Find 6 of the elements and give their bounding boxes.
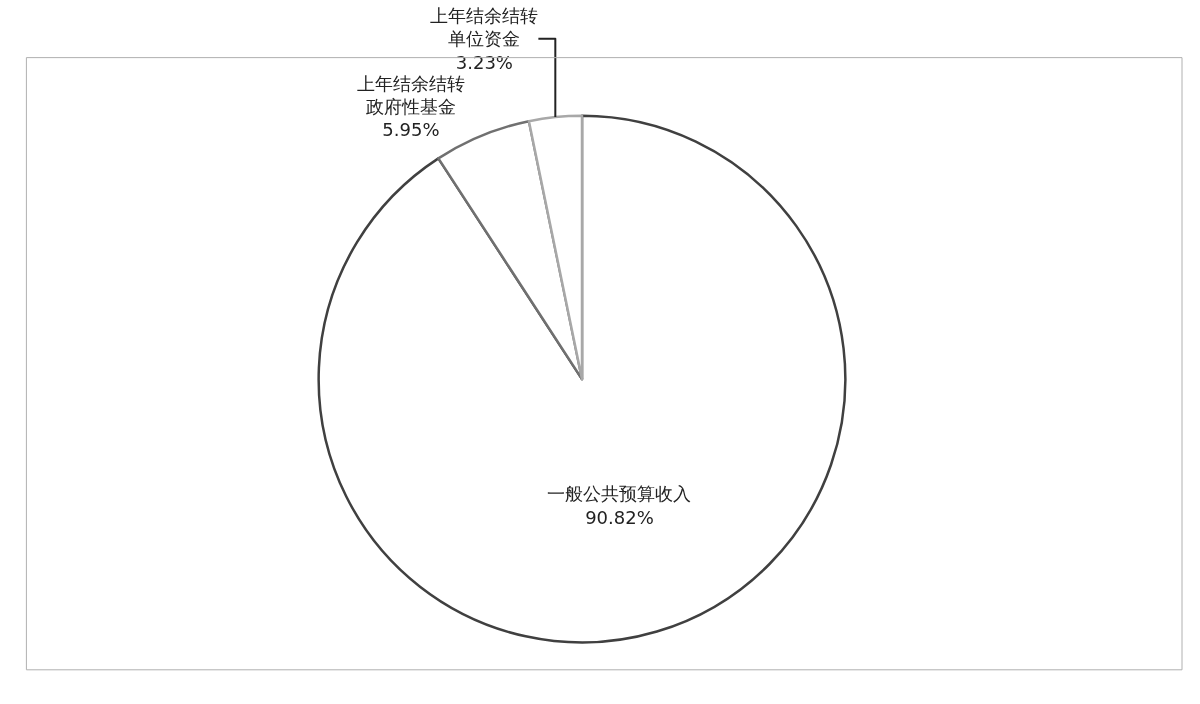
data-label: 5.95% xyxy=(382,119,440,141)
slice-label: 一般公共预算收入 xyxy=(547,483,692,505)
slice-label: 上年结余结转政府性基金 xyxy=(356,72,465,118)
data-label: 90.82% xyxy=(585,506,654,528)
data-label: 3.23% xyxy=(455,51,513,73)
slice-label: 上年结余结转单位资金 xyxy=(430,4,539,50)
